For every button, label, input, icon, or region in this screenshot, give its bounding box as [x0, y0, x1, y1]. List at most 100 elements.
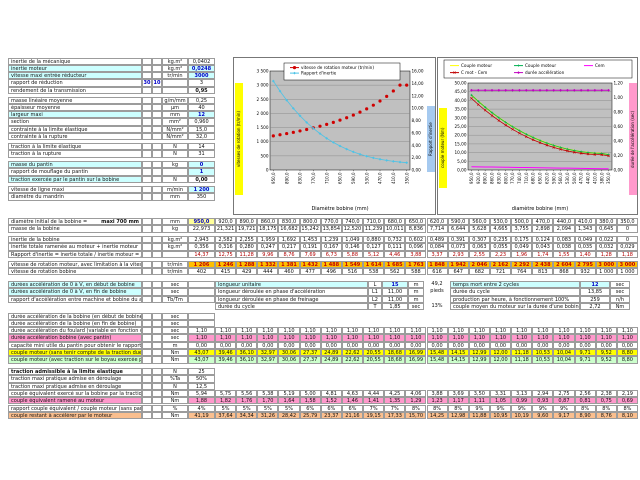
data-cell[interactable]: 8% — [405, 404, 427, 412]
param-cell[interactable] — [142, 243, 152, 251]
data-cell[interactable]: 1,10 — [188, 334, 215, 342]
data-cell[interactable]: 9,52 — [595, 349, 617, 357]
data-cell[interactable]: 0,167 — [320, 243, 342, 251]
data-cell[interactable]: 1 381 — [278, 260, 300, 268]
value-cell[interactable]: 3 — [188, 79, 215, 87]
data-cell[interactable]: 5% — [236, 404, 258, 412]
data-cell[interactable]: 0 — [616, 236, 638, 244]
row-label[interactable]: largeur maxi — [8, 111, 142, 119]
value-cell[interactable]: 50% — [188, 375, 215, 383]
unit-cell[interactable]: m — [162, 341, 188, 349]
data-cell[interactable]: 2 162 — [489, 260, 512, 268]
unit-cell[interactable]: mm² — [162, 118, 188, 126]
data-cell[interactable]: 5,88 — [341, 250, 364, 258]
data-cell[interactable]: 740,0 — [341, 218, 364, 226]
data-cell[interactable]: 4,44 — [363, 389, 385, 398]
data-cell[interactable]: 380,0 — [595, 218, 617, 226]
unit-cell[interactable]: kg.m² — [162, 64, 188, 73]
data-cell[interactable]: 20,55 — [363, 356, 385, 364]
data-cell[interactable]: 538 — [363, 267, 385, 276]
data-cell[interactable]: 444 — [257, 267, 279, 276]
data-cell[interactable]: 10,19 — [511, 411, 533, 420]
data-cell[interactable]: 0,073 — [447, 243, 469, 251]
data-cell[interactable]: 1 488 — [320, 260, 342, 268]
row-label[interactable]: masse linéaire moyenne — [8, 96, 142, 104]
data-cell[interactable]: 4,81 — [320, 389, 342, 398]
data-cell[interactable]: 415 — [215, 267, 237, 276]
unit-cell[interactable]: g/m/mm — [162, 96, 188, 104]
data-cell[interactable]: 14,37 — [188, 250, 215, 258]
data-cell[interactable]: 1,10 — [299, 327, 321, 335]
data-cell[interactable]: 1,10 — [426, 334, 448, 342]
data-cell[interactable]: 1,10 — [532, 327, 554, 335]
data-cell[interactable]: 6% — [320, 404, 342, 412]
data-cell[interactable]: 1,10 — [489, 334, 512, 342]
param-cell[interactable]: 30 — [142, 79, 152, 87]
row-label[interactable]: couple moteur (avec traction sur le boya… — [8, 356, 142, 364]
param-cell[interactable] — [142, 389, 152, 398]
param-cell[interactable] — [152, 368, 162, 376]
param-cell[interactable] — [152, 250, 162, 258]
value-cell[interactable]: 3000 — [188, 72, 215, 80]
value-cell[interactable]: 11,00 — [382, 288, 408, 296]
data-cell[interactable]: 1,64 — [278, 397, 300, 405]
data-cell[interactable]: 6% — [299, 404, 321, 412]
param-cell[interactable] — [142, 64, 152, 73]
data-cell[interactable]: 0,032 — [595, 243, 617, 251]
param-cell[interactable] — [152, 103, 162, 112]
unit-cell[interactable]: N/mm² — [162, 133, 188, 141]
value-cell[interactable]: 1 200 — [188, 186, 215, 194]
data-cell[interactable]: 8,90 — [574, 411, 596, 420]
data-cell[interactable]: 410,0 — [574, 218, 596, 226]
data-cell[interactable]: 15,242 — [299, 225, 321, 233]
data-cell[interactable]: 616 — [426, 267, 448, 276]
param-cell[interactable] — [142, 349, 152, 357]
data-cell[interactable]: 1,10 — [188, 327, 215, 335]
unit-cell[interactable]: N — [162, 150, 188, 158]
chart-motor-torque[interactable]: couple moteur (Nm) durée de l'accélérati… — [437, 57, 638, 215]
data-cell[interactable]: 0,602 — [405, 236, 427, 244]
row-label[interactable]: vitesse maxi entrée réducteur — [8, 72, 142, 80]
param-cell[interactable] — [152, 295, 162, 303]
data-cell[interactable]: 1,10 — [489, 327, 512, 335]
data-cell[interactable]: 10,04 — [553, 349, 575, 357]
data-cell[interactable]: 1,88 — [188, 397, 215, 405]
data-cell[interactable]: 0,00 — [468, 341, 490, 349]
param-cell[interactable] — [142, 356, 152, 364]
data-cell[interactable]: 8,80 — [616, 356, 638, 364]
param-cell[interactable] — [142, 382, 152, 390]
unit-cell[interactable] — [162, 250, 188, 258]
data-cell[interactable]: 8% — [426, 404, 448, 412]
unit-cell[interactable]: N — [162, 143, 188, 151]
param-cell[interactable] — [152, 411, 162, 420]
data-cell[interactable]: 18,68 — [384, 349, 406, 357]
data-cell[interactable]: 15,70 — [405, 411, 427, 420]
data-cell[interactable]: 1 332 — [257, 260, 279, 268]
data-cell[interactable]: 0,00 — [341, 341, 364, 349]
row-label[interactable]: traction exercée par le pantin sur la bo… — [8, 175, 142, 183]
row-label[interactable]: rapport de mouflage du pantin — [8, 168, 142, 176]
value-cell[interactable]: 0,00 — [188, 175, 215, 183]
data-cell[interactable]: 0,096 — [405, 243, 427, 251]
data-cell[interactable]: 43,07 — [188, 356, 215, 364]
data-cell[interactable]: 4,06 — [405, 389, 427, 398]
data-cell[interactable]: 1,239 — [320, 236, 342, 244]
data-cell[interactable]: 12,00 — [489, 356, 512, 364]
param-cell[interactable] — [152, 375, 162, 383]
data-cell[interactable]: 0,87 — [553, 397, 575, 405]
row-label[interactable]: vitesse de rotation moteur, avec limitat… — [8, 260, 142, 268]
unit-cell[interactable] — [162, 86, 188, 94]
param-cell[interactable] — [152, 111, 162, 119]
data-cell[interactable]: 460 — [278, 267, 300, 276]
row-label[interactable]: rapport de réduction — [8, 79, 142, 87]
row-label[interactable]: couple moteur (sans tenir compte de la t… — [8, 349, 142, 357]
data-cell[interactable]: 1 614 — [363, 260, 385, 268]
data-cell[interactable]: 1 549 — [341, 260, 364, 268]
row-label[interactable]: contrainte à la limite élastique — [8, 125, 142, 133]
data-cell[interactable]: 3,31 — [489, 389, 512, 398]
data-cell[interactable]: 830,0 — [278, 218, 300, 226]
info-label[interactable]: longueur déroulée en phase de freinage — [215, 295, 368, 303]
data-cell[interactable]: 1,10 — [574, 327, 596, 335]
data-cell[interactable]: 9% — [532, 404, 554, 412]
data-cell[interactable]: 5% — [278, 404, 300, 412]
